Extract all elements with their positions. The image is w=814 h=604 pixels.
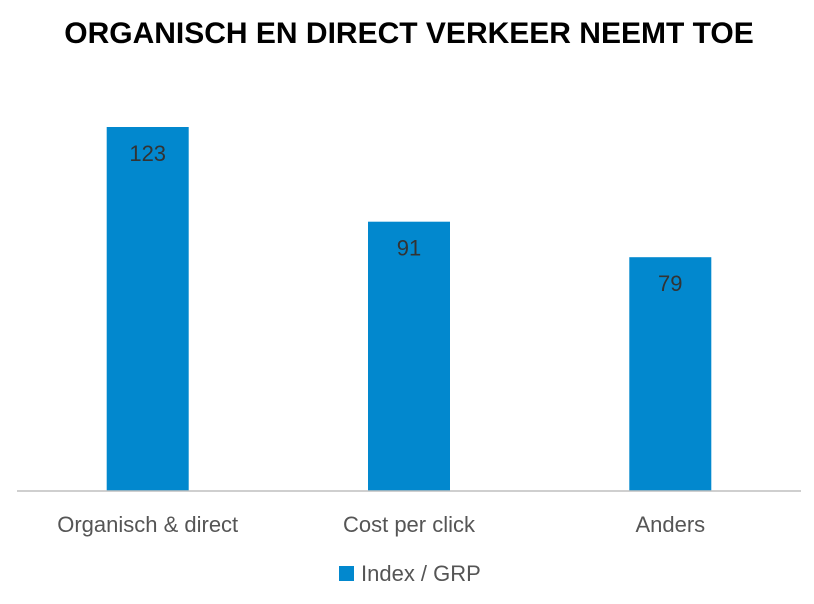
category-label-anders: Anders <box>635 512 705 537</box>
category-label-organisch-direct: Organisch & direct <box>57 512 238 537</box>
legend-swatch <box>339 566 354 581</box>
bar-cost-per-click <box>368 221 450 491</box>
data-label-cost-per-click: 91 <box>397 236 421 261</box>
legend-label-index-grp: Index / GRP <box>361 561 481 586</box>
data-label-organisch-direct: 123 <box>129 141 166 166</box>
category-label-cost-per-click: Cost per click <box>343 512 476 537</box>
bar-organisch-direct <box>106 127 189 491</box>
bars-layer <box>106 127 712 491</box>
legend: Index / GRP <box>339 561 481 586</box>
bar-anders <box>629 257 712 491</box>
chart-title: ORGANISCH EN DIRECT VERKEER NEEMT TOE <box>64 17 754 50</box>
data-label-anders: 79 <box>658 271 682 296</box>
labels-layer: 123 Organisch & direct 91 Cost per click 79 A… <box>57 141 705 537</box>
